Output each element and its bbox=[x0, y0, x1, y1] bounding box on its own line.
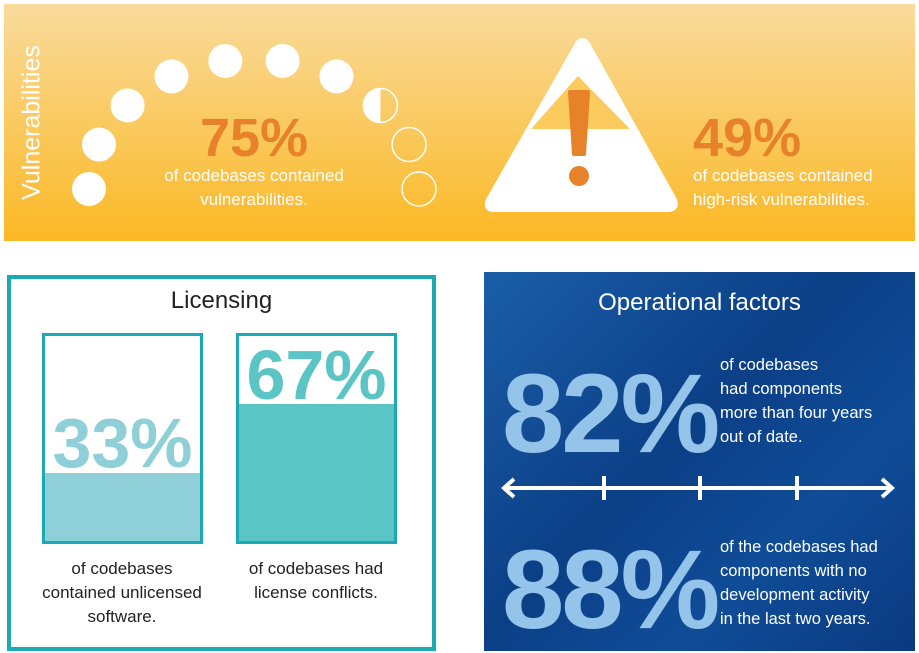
gauge-dot bbox=[81, 127, 116, 162]
caption-line: of codebases had bbox=[248, 559, 384, 578]
vuln-stat-value: 75% bbox=[199, 108, 309, 168]
caption-line: development activity bbox=[720, 586, 870, 604]
highrisk-stat-value: 49% bbox=[693, 108, 802, 168]
caption-line: of codebases bbox=[71, 559, 173, 578]
gauge-dot bbox=[265, 43, 300, 78]
bar-value: 67% bbox=[246, 336, 387, 414]
timeline-arrow-icon bbox=[501, 476, 895, 500]
caption-line: vulnerabilities. bbox=[200, 190, 308, 209]
caption-line: high-risk vulnerabilities. bbox=[693, 190, 870, 209]
vulnerabilities-panel: Vulnerabilities 75% of codebases contain… bbox=[4, 4, 915, 241]
caption-line: had components bbox=[720, 380, 843, 398]
gauge-dot bbox=[72, 172, 106, 206]
operational-panel: Operational factors 82% of codebases had… bbox=[484, 272, 915, 651]
bar-fill bbox=[45, 473, 200, 541]
caption-line: components with no bbox=[720, 562, 867, 580]
dots-gauge bbox=[72, 38, 678, 212]
caption-line: out of date. bbox=[720, 428, 803, 446]
gauge-dot-half bbox=[363, 88, 381, 123]
operational-title: Operational factors bbox=[598, 289, 801, 316]
gauge-dot bbox=[154, 59, 189, 94]
licensing-title: Licensing bbox=[170, 287, 273, 314]
unlicensed-caption: of codebases contained unlicensed softwa… bbox=[22, 557, 222, 629]
outdated-caption: of codebases had components more than fo… bbox=[720, 353, 872, 449]
vuln-stat-caption: of codebases contained vulnerabilities. bbox=[134, 164, 374, 212]
inactive-stat-value: 88% bbox=[502, 527, 720, 652]
conflicts-bar: 67% bbox=[236, 333, 397, 544]
gauge-dot bbox=[208, 43, 243, 78]
conflicts-caption: of codebases had license conflicts. bbox=[216, 557, 416, 605]
gauge-dot bbox=[110, 88, 145, 123]
caption-line: of the codebases had bbox=[720, 538, 878, 556]
unlicensed-bar: 33% bbox=[42, 333, 203, 544]
gauge-dot bbox=[319, 59, 354, 94]
outdated-stat-value: 82% bbox=[502, 351, 720, 476]
caption-line: of codebases bbox=[720, 356, 819, 374]
caption-line: of codebases contained bbox=[164, 166, 344, 185]
licensing-panel bbox=[7, 275, 436, 651]
warning-triangle-icon bbox=[484, 38, 678, 212]
caption-line: more than four years bbox=[720, 404, 873, 422]
caption-line: in the last two years. bbox=[720, 610, 871, 628]
bar-value: 33% bbox=[52, 404, 193, 482]
gauge-dot bbox=[391, 126, 427, 163]
caption-line: contained unlicensed bbox=[42, 583, 202, 602]
caption-line: license conflicts. bbox=[254, 583, 378, 602]
caption-line: of codebases contained bbox=[693, 166, 873, 185]
caption-line: software. bbox=[87, 607, 157, 626]
bar-fill bbox=[239, 403, 394, 541]
highrisk-stat-caption: of codebases contained high-risk vulnera… bbox=[693, 164, 873, 212]
inactive-caption: of the codebases had components with no … bbox=[720, 535, 878, 631]
gauge-dot bbox=[401, 171, 437, 207]
